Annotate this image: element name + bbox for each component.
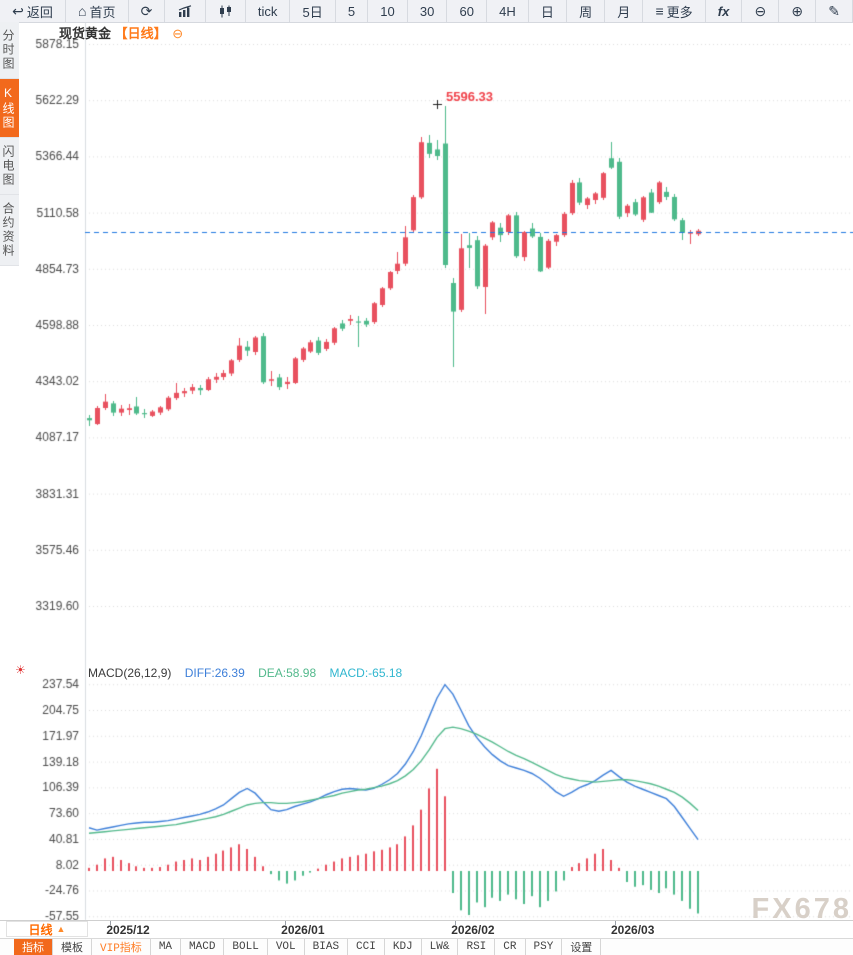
x-axis-tick [615, 921, 616, 925]
period-5-button[interactable]: 5 [336, 0, 369, 22]
x-axis-tick [455, 921, 457, 925]
macd-params-label: MACD(26,12,9) [88, 666, 172, 680]
toolbar-item-label: 60 [459, 3, 474, 19]
tick-button[interactable]: tick [246, 0, 291, 22]
trend-chart-icon [178, 5, 193, 17]
menu-icon: ≡ [655, 3, 664, 19]
period-4h-button[interactable]: 4H [487, 0, 529, 22]
toolbar-item-label: 首页 [89, 4, 116, 20]
candle-chart-button[interactable] [206, 0, 246, 22]
zoom-in-icon: ⊕ [791, 3, 804, 19]
indicator-tab[interactable]: MACD [181, 939, 225, 955]
indicator-fx-button[interactable]: fx [706, 0, 743, 22]
indicator-tab[interactable]: LW& [422, 939, 459, 955]
toolbar-item-label: 月 [617, 4, 631, 20]
fx-icon: fx [717, 3, 730, 19]
toolbar-item-label: tick [257, 3, 278, 19]
macd-macd-value: MACD:-65.18 [329, 666, 403, 680]
x-axis-label: 2026/03 [611, 923, 655, 937]
x-axis-row: 2025/12 2026/01 2026/02 2026/03 [0, 920, 853, 938]
back-button[interactable]: ↩ 返回 [0, 0, 66, 22]
indicator-tab[interactable]: 设置 [562, 939, 602, 955]
fx678-watermark: FX678 [751, 893, 852, 925]
toolbar-item-label: 30 [419, 3, 435, 19]
indicator-tab[interactable]: VIP指标 [92, 939, 151, 955]
indicator-tab[interactable]: MA [151, 939, 182, 955]
zoom-out-button[interactable]: ⊖ [742, 0, 780, 22]
draw-button[interactable]: ✎ [816, 0, 853, 22]
x-axis-tick [110, 921, 112, 925]
period-selector-label: 日线 [28, 922, 53, 937]
home-icon: ⌂ [77, 3, 87, 19]
x-axis-label: 2025/12 [106, 923, 150, 937]
period-month-button[interactable]: 月 [605, 0, 644, 22]
chart-type-sidebar: 分时图 K线图 闪电图 合约资料 [0, 22, 19, 266]
sidebar-item-time-chart[interactable]: 分时图 [0, 22, 19, 79]
toolbar-item-label: 5 [347, 3, 356, 19]
triangle-up-icon: ▲ [56, 924, 66, 934]
instrument-name: 现货黄金 [59, 26, 112, 41]
home-button[interactable]: ⌂ 首页 [66, 0, 129, 22]
x-axis-tick [285, 921, 287, 925]
indicator-tab[interactable]: CCI [348, 939, 385, 955]
indicator-tab[interactable]: CR [495, 939, 526, 955]
indicator-tabbar: 指标 模板 VIP指标 MA MACD BOLL VOL BIAS CCI KDJ LW& RSI CR… [0, 938, 853, 955]
sidebar-item-contract-info[interactable]: 合约资料 [0, 195, 19, 266]
zoom-out-icon: ⊖ [754, 3, 767, 19]
toolbar-item-label: 周 [579, 4, 593, 20]
period-10-button[interactable]: 10 [368, 0, 408, 22]
period-5d-button[interactable]: 5日 [290, 0, 336, 22]
period-week-button[interactable]: 周 [567, 0, 606, 22]
toolbar-item-label: 日 [540, 4, 554, 20]
period-30-button[interactable]: 30 [408, 0, 448, 22]
macd-dea-value: DEA:58.98 [258, 666, 317, 680]
sidebar-item-kline-chart[interactable]: K线图 [0, 79, 19, 138]
sidebar-item-flash-chart[interactable]: 闪电图 [0, 138, 19, 195]
toolbar-item-label: 更多 [666, 4, 693, 20]
period-60-button[interactable]: 60 [447, 0, 488, 22]
indicator-settings-icon[interactable]: ☀ [15, 663, 26, 677]
indicator-tab[interactable]: KDJ [385, 939, 422, 955]
macd-header: MACD(26,12,9) DIFF:26.39 DEA:58.98 MACD:… [88, 666, 402, 680]
pen-icon: ✎ [828, 3, 841, 19]
toolbar-item-label: 5日 [302, 4, 323, 20]
top-toolbar: ↩ 返回 ⌂ 首页 ⟳ tick 5日 5 10 30 60 4H 日周月 ≡ 更多 fx ⊖ ⊕ ✎ [0, 0, 853, 23]
back-arrow-icon: ↩ [12, 3, 24, 19]
period-selector[interactable]: 日线 ▲ [6, 921, 88, 937]
zoom-in-button[interactable]: ⊕ [779, 0, 817, 22]
x-axis-label: 2026/01 [281, 923, 325, 937]
period-label: 【日线】 [114, 26, 167, 41]
indicator-tab[interactable]: 模板 [53, 939, 92, 955]
toolbar-item-label: 返回 [26, 4, 53, 20]
indicator-tab[interactable]: VOL [268, 939, 305, 955]
indicator-tab[interactable]: PSY [526, 939, 563, 955]
candlestick-icon [218, 5, 233, 18]
refresh-button[interactable]: ⟳ [129, 0, 166, 22]
period-day-button[interactable]: 日 [529, 0, 568, 22]
x-axis-label: 2026/02 [451, 923, 495, 937]
toolbar-item-label: 4H [499, 3, 516, 19]
indicator-tab[interactable]: RSI [458, 939, 496, 955]
macd-diff-value: DIFF:26.39 [184, 666, 245, 680]
indicator-tab[interactable]: BIAS [305, 939, 349, 955]
indicator-tab[interactable]: 指标 [14, 939, 53, 955]
chart-title: 现货黄金 【日线】 ⊖ [59, 23, 183, 42]
indicator-tab[interactable]: BOLL [224, 939, 268, 955]
toolbar-item-label: 10 [380, 3, 395, 19]
refresh-icon: ⟳ [140, 3, 153, 19]
trend-chart-button[interactable] [165, 0, 206, 22]
more-button[interactable]: ≡ 更多 [643, 0, 706, 22]
collapse-icon[interactable]: ⊖ [172, 26, 184, 41]
